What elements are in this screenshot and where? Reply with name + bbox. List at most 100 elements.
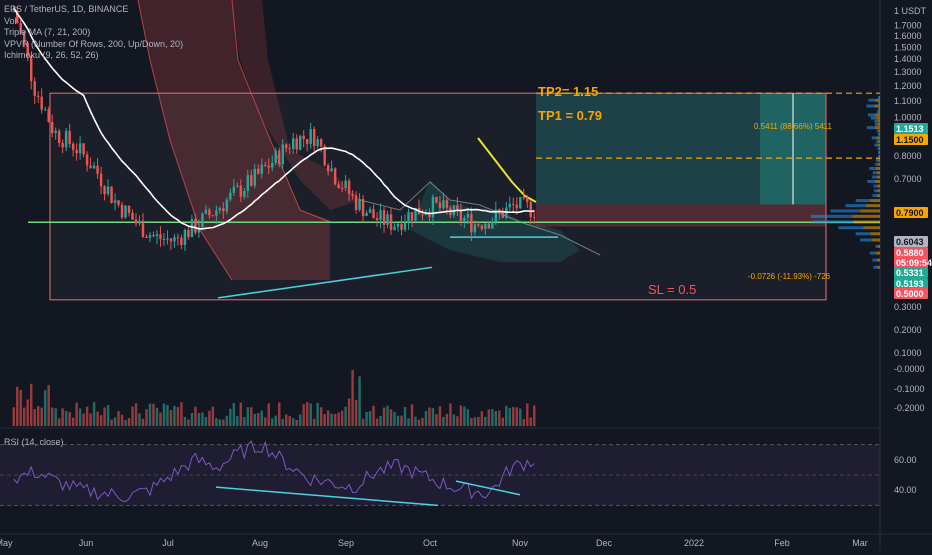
ichimoku-cloud-red xyxy=(138,0,330,280)
candle xyxy=(407,208,410,230)
candle xyxy=(218,206,222,214)
vpvr-bar-down xyxy=(876,175,880,179)
volume-bar xyxy=(508,408,512,426)
volume-bar xyxy=(407,418,410,426)
vpvr-bar-up xyxy=(869,251,876,255)
candle-body xyxy=(382,210,386,225)
volume-tick-label: 0.1000 xyxy=(894,348,922,358)
vpvr-bar-up xyxy=(872,175,877,179)
volume-bar xyxy=(347,398,351,426)
price-tick-label: 1.2000 xyxy=(894,81,922,91)
candle-body xyxy=(264,164,267,166)
candle xyxy=(61,139,64,154)
vpvr-bar-down xyxy=(879,150,880,154)
volume-bar xyxy=(291,418,295,426)
time-tick-label: Nov xyxy=(512,538,529,548)
volume-bar xyxy=(358,376,361,426)
candle-body xyxy=(358,198,361,211)
candle-body xyxy=(393,226,396,230)
candle xyxy=(274,147,277,166)
volume-bar xyxy=(96,411,99,426)
candle-body xyxy=(466,214,470,218)
vol-indicator-label[interactable]: Vol xyxy=(4,15,17,26)
candle xyxy=(400,215,403,236)
candle-body xyxy=(445,200,449,208)
candle-body xyxy=(85,154,89,166)
candle xyxy=(498,208,501,220)
candle-body xyxy=(92,165,96,169)
sl-annotation[interactable]: SL = 0.5 xyxy=(648,282,697,297)
candle xyxy=(131,209,134,220)
volume-bar xyxy=(204,417,208,426)
tp1-annotation[interactable]: TP1 = 0.79 xyxy=(538,108,602,123)
volume-bar xyxy=(257,412,260,426)
vpvr-bar-up xyxy=(872,194,877,198)
candle xyxy=(337,181,340,189)
volume-bar xyxy=(295,419,298,426)
candle xyxy=(222,202,225,219)
candle xyxy=(204,204,208,215)
vpvr-bar-up xyxy=(876,110,879,114)
vpvr-bar-down xyxy=(875,166,880,170)
price-tag: 0.5000 xyxy=(894,288,928,299)
rsi-indicator-label[interactable]: RSI (14, close) xyxy=(4,437,64,447)
volume-bar xyxy=(312,418,316,426)
volume-bar xyxy=(326,410,330,426)
triple-ma-indicator-label[interactable]: Triple MA (7, 21, 200) xyxy=(4,27,91,37)
vpvr-bar-up xyxy=(874,143,878,147)
volume-bar xyxy=(477,417,480,426)
volume-bar xyxy=(152,403,155,426)
vpvr-indicator-label[interactable]: VPVR (Number Of Rows, 200, Up/Down, 20) xyxy=(4,38,184,49)
candle-body xyxy=(75,149,78,154)
volume-bar xyxy=(414,416,417,426)
ichimoku-indicator-label[interactable]: Ichimoku (9, 26, 52, 26) xyxy=(4,50,99,60)
price-tag-label: 1.1513 xyxy=(896,124,924,134)
vpvr-bar-down xyxy=(878,110,880,114)
price-tick-label: 1.5000 xyxy=(894,42,922,52)
vpvr-bar-down xyxy=(878,162,880,166)
vpvr-histogram xyxy=(811,95,880,269)
vpvr-bar-down xyxy=(879,154,880,158)
candle xyxy=(477,222,480,228)
volume-bar xyxy=(183,416,187,426)
price-tag-bg xyxy=(894,207,928,218)
volume-bar xyxy=(424,411,428,426)
volume-bar xyxy=(145,409,148,426)
vpvr-bar-up xyxy=(813,220,854,224)
volume-bar xyxy=(337,412,340,426)
candle xyxy=(208,207,211,219)
candle xyxy=(372,204,375,219)
price-tag: 0.7900 xyxy=(894,207,928,218)
candle-body xyxy=(176,237,180,239)
volume-bar xyxy=(515,407,519,426)
candle xyxy=(250,170,253,187)
candle-body xyxy=(340,187,344,189)
volume-bar xyxy=(208,410,211,426)
tp2-annotation[interactable]: TP2= 1.15 xyxy=(538,84,599,99)
time-tick-label: Mar xyxy=(852,538,868,548)
volume-tick-label: -0.0000 xyxy=(894,364,925,374)
candle xyxy=(271,155,274,172)
candle-body xyxy=(291,138,295,150)
volume-bar xyxy=(435,414,438,426)
rsi-divergence-line-1 xyxy=(215,486,439,507)
vpvr-bar-down xyxy=(877,171,880,175)
candle-body xyxy=(232,186,236,193)
volume-bar xyxy=(222,419,225,426)
candle-body xyxy=(281,144,284,165)
candle xyxy=(389,207,393,235)
time-tick-label: Oct xyxy=(423,538,438,548)
candle-body xyxy=(106,186,110,195)
price-tag-bg xyxy=(894,123,928,134)
vpvr-bar-down xyxy=(878,122,880,126)
candle-body xyxy=(414,207,417,221)
candle xyxy=(243,188,246,200)
candle-body xyxy=(533,217,536,219)
long-stop-label: -0.0726 (-11.93%) -726 xyxy=(748,272,831,281)
volume-bar xyxy=(57,418,61,426)
candle xyxy=(442,192,445,211)
vpvr-bar-up xyxy=(873,265,878,269)
symbol-title[interactable]: EPS / TetherUS, 1D, BINANCE xyxy=(4,4,129,14)
